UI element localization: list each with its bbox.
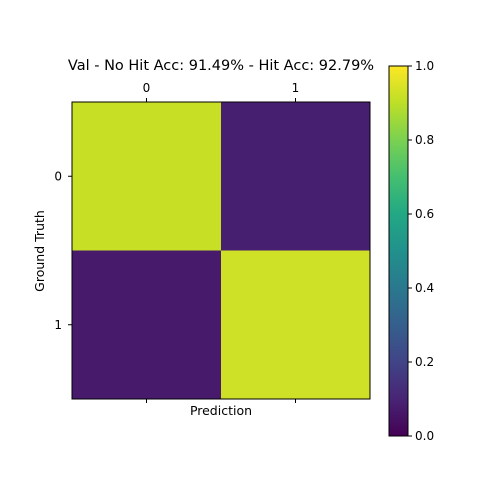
axes: 0 1 0 1 — [54, 81, 299, 403]
colorbar-tick-label: 0.8 — [415, 133, 434, 147]
x-axis-label: Prediction — [190, 403, 252, 418]
heatmap-cell-r1-c1 — [221, 250, 370, 399]
colorbar-tick-label: 1.0 — [415, 59, 434, 73]
heatmap-cells — [72, 102, 370, 399]
colorbar-tick-label: 0.6 — [415, 207, 434, 221]
colorbar-tick-label: 0.4 — [415, 281, 434, 295]
heatmap-cell-r0-c0 — [72, 102, 221, 251]
y-tick-label: 0 — [54, 169, 62, 183]
y-tick-label: 1 — [54, 318, 62, 332]
colorbar — [388, 65, 409, 437]
colorbar-tick-label: 0.2 — [415, 355, 434, 369]
colorbar-tick-label: 0.0 — [415, 429, 434, 443]
y-axis-label: Ground Truth — [32, 210, 47, 292]
colorbar-ticks: 0.0 0.2 0.4 0.6 0.8 1.0 — [408, 59, 434, 443]
heatmap-cell-r0-c1 — [221, 102, 370, 251]
plot-frame — [71, 101, 371, 400]
heatmap-cell-r1-c0 — [72, 250, 221, 399]
chart-title: Val - No Hit Acc: 91.49% - Hit Acc: 92.7… — [68, 58, 374, 74]
x-tick-label: 1 — [292, 81, 300, 95]
x-tick-label: 0 — [143, 81, 151, 95]
